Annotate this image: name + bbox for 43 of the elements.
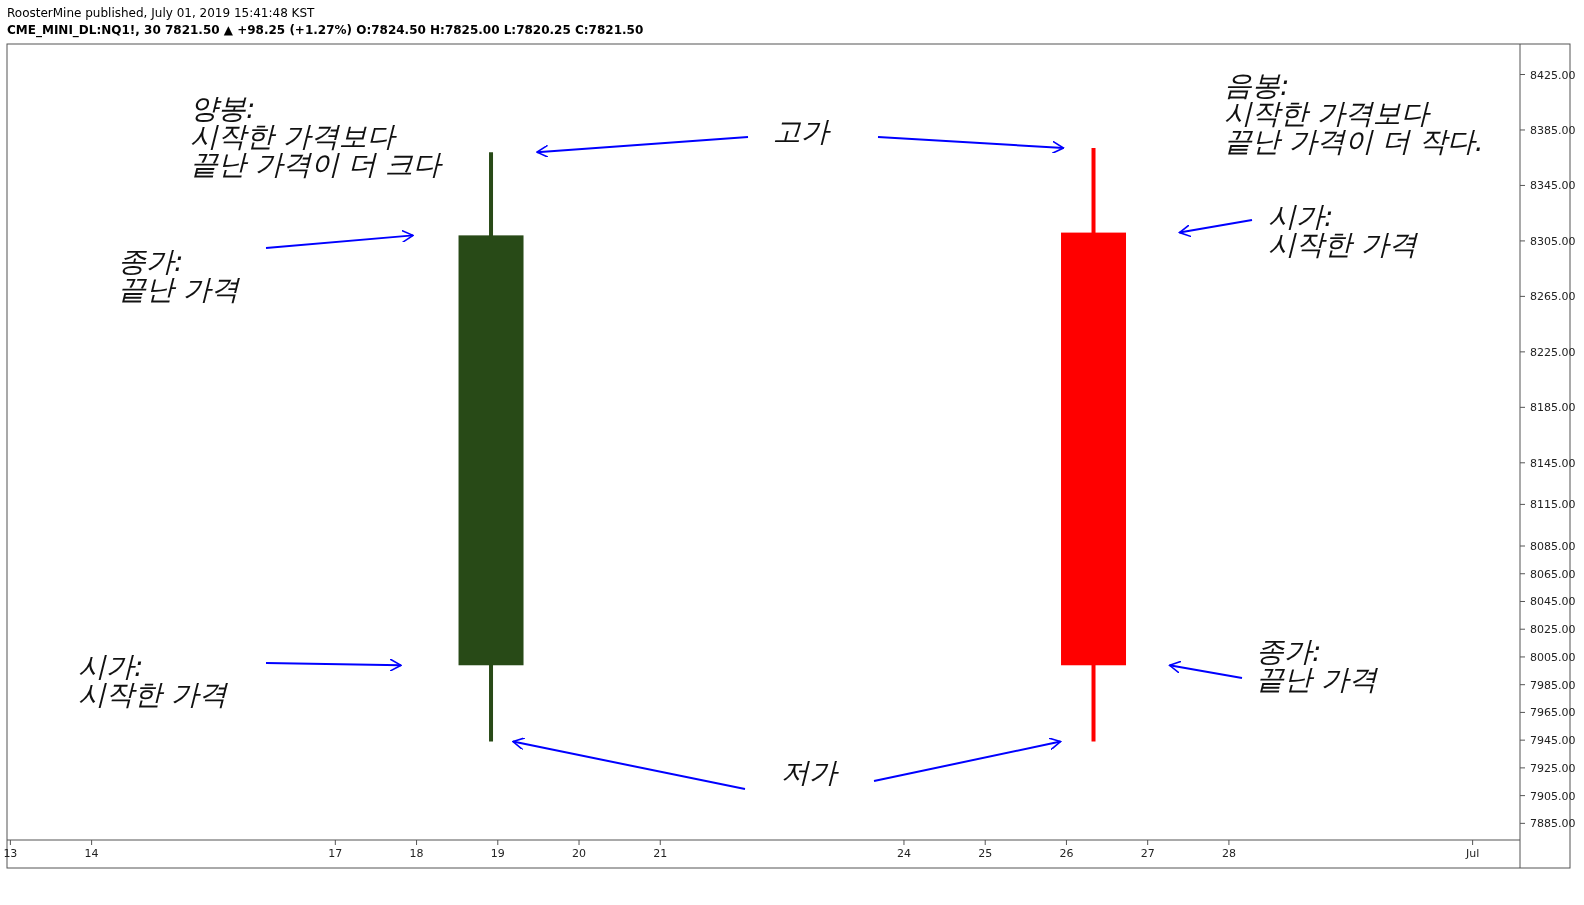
chart-subtitle: CME_MINI_DL:NQ1!, 30 7821.50 ▲ +98.25 (+1.27%) O:7824.50 H:7825.00 L:7820.25 C:7821.50 <box>7 23 644 38</box>
y-tick-label: 8065.00 <box>1530 567 1576 581</box>
y-tick-label: 8045.00 <box>1530 595 1576 609</box>
y-tick-label: 8225.00 <box>1530 345 1576 359</box>
y-tick-label: 8145.00 <box>1530 456 1576 470</box>
annotation: 고가 <box>773 115 831 148</box>
annotation: 종가: 끝난 가격 <box>1256 635 1379 696</box>
y-tick-label: 7925.00 <box>1530 761 1576 775</box>
y-tick-label: 7965.00 <box>1530 706 1576 720</box>
x-tick-label: 28 <box>1221 847 1236 860</box>
x-tick-label: 27 <box>1140 847 1155 860</box>
x-tick-label: 14 <box>84 847 99 860</box>
x-tick-label: 13 <box>3 847 18 860</box>
x-tick-label: 20 <box>572 847 587 860</box>
y-tick-label: 8345.00 <box>1530 179 1576 193</box>
y-tick-label: 7885.00 <box>1530 817 1576 831</box>
y-tick-label: 8305.00 <box>1530 234 1576 248</box>
annotation: 종가: 끝난 가격 <box>118 245 241 306</box>
annotation: 저가 <box>781 756 839 789</box>
y-tick-label: 8265.00 <box>1530 290 1576 304</box>
y-tick-label: 7985.00 <box>1530 678 1576 692</box>
y-tick-label: 8085.00 <box>1530 540 1576 554</box>
x-tick-label: 18 <box>409 847 424 860</box>
annotation: 시가: 시작한 가격 <box>78 650 229 711</box>
x-tick-label: 25 <box>978 847 993 860</box>
x-tick-label: Jul <box>1464 847 1480 860</box>
annotation: 음봉: 시작한 가격보다 끝난 가격이 더 작다. <box>1224 69 1484 158</box>
y-tick-label: 7945.00 <box>1530 734 1576 748</box>
y-tick-label: 8005.00 <box>1530 650 1576 664</box>
x-tick-label: 17 <box>328 847 343 860</box>
y-tick-label: 7905.00 <box>1530 789 1576 803</box>
chart-title: RoosterMine published, July 01, 2019 15:41:48 KST <box>7 6 316 20</box>
y-tick-label: 8025.00 <box>1530 623 1576 637</box>
y-tick-label: 8425.00 <box>1530 68 1576 82</box>
y-tick-label: 8185.00 <box>1530 401 1576 415</box>
x-tick-label: 24 <box>896 847 911 860</box>
x-tick-label: 26 <box>1059 847 1074 860</box>
annotation: 시가: 시작한 가격 <box>1268 200 1419 261</box>
y-tick-label: 8385.00 <box>1530 123 1576 137</box>
x-tick-label: 21 <box>653 847 668 860</box>
x-tick-label: 19 <box>490 847 505 860</box>
annotation: 양봉: 시작한 가격보다 끝난 가격이 더 크다 <box>190 92 443 181</box>
y-tick-label: 8115.00 <box>1530 498 1576 512</box>
